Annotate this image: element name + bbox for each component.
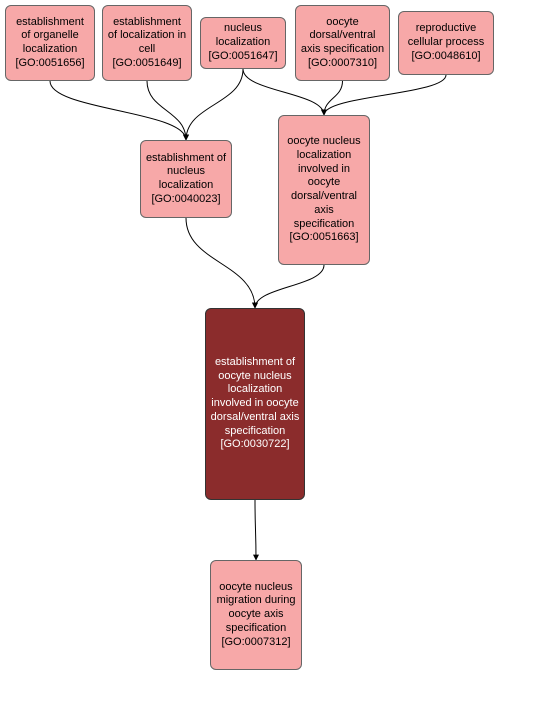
node-go-0030722[interactable]: establishment of oocyte nucleus localiza… xyxy=(205,308,305,500)
node-go-0007310[interactable]: oocyte dorsal/ventral axis specification… xyxy=(295,5,390,81)
node-go-0051663[interactable]: oocyte nucleus localization involved in … xyxy=(278,115,370,265)
diagram-canvas: establishment of organelle localization … xyxy=(0,0,537,715)
node-go-0040023[interactable]: establishment of nucleus localization [G… xyxy=(140,140,232,218)
node-go-0051649[interactable]: establishment of localization in cell [G… xyxy=(102,5,192,81)
node-go-0051647[interactable]: nucleus localization [GO:0051647] xyxy=(200,17,286,69)
node-go-0048610[interactable]: reproductive cellular process [GO:004861… xyxy=(398,11,494,75)
node-go-0051656[interactable]: establishment of organelle localization … xyxy=(5,5,95,81)
node-go-0007312[interactable]: oocyte nucleus migration during oocyte a… xyxy=(210,560,302,670)
